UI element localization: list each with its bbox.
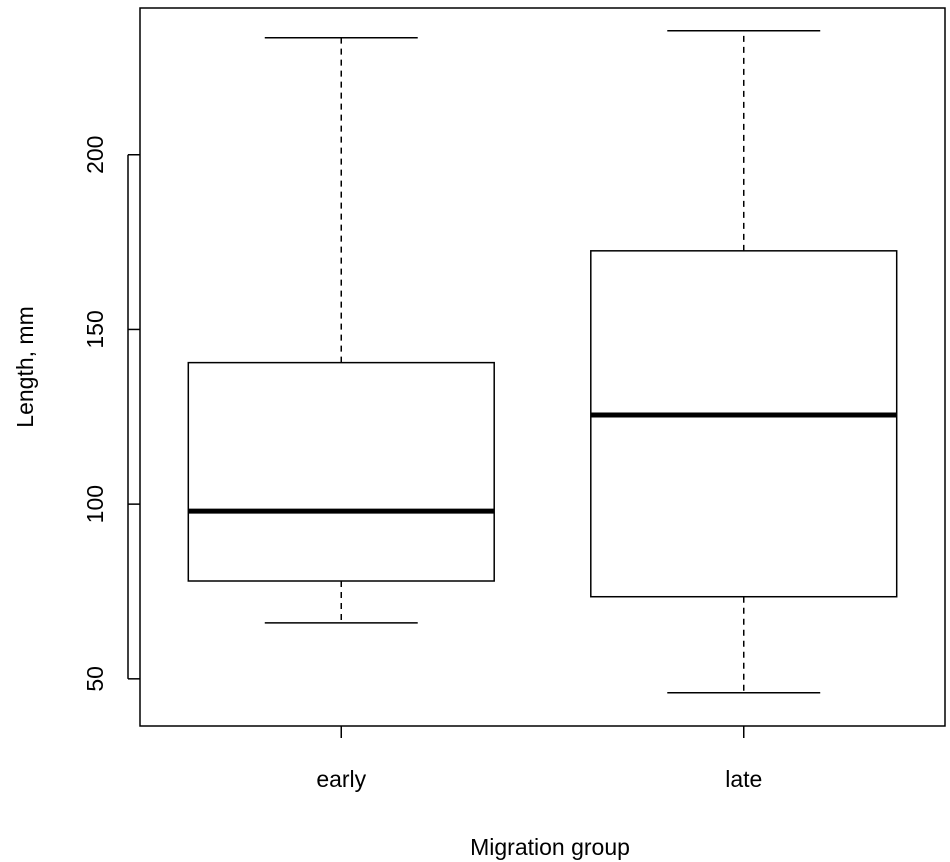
y-tick-label: 100 [82, 485, 108, 523]
y-axis: 50 100 150 200 [82, 136, 140, 692]
y-tick-label: 50 [82, 666, 108, 692]
plot-frame [139, 7, 946, 727]
box-iqr [590, 250, 898, 598]
x-tick-label: early [316, 766, 366, 792]
box-group [187, 29, 898, 694]
y-tick-label: 200 [82, 136, 108, 174]
x-axis: early late [316, 726, 762, 792]
x-tick-label: late [725, 766, 762, 792]
x-axis-title: Migration group [470, 834, 630, 860]
box-late [590, 29, 898, 694]
y-tick-label: 150 [82, 310, 108, 348]
box-early [187, 36, 495, 624]
box-iqr [187, 361, 495, 582]
y-axis-title: Length, mm [12, 306, 38, 427]
